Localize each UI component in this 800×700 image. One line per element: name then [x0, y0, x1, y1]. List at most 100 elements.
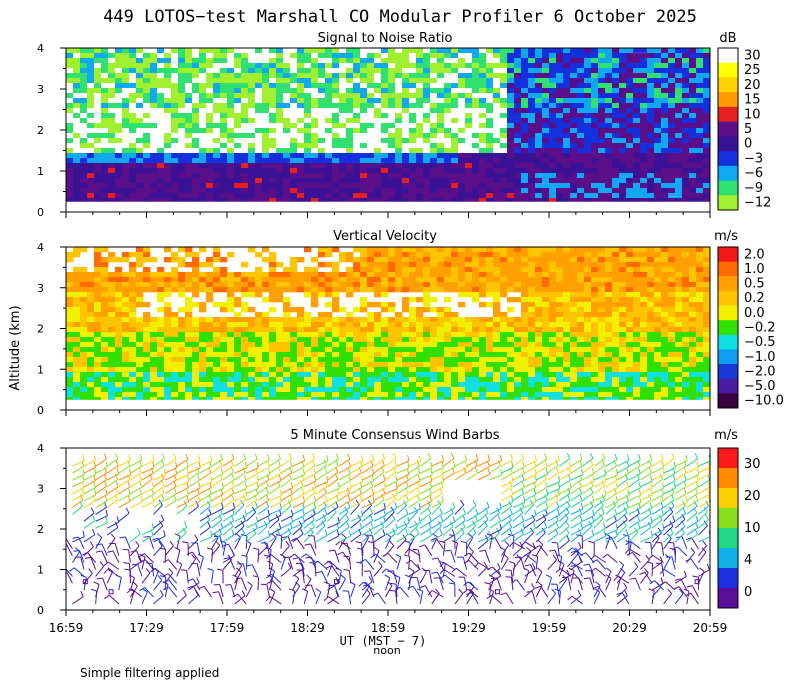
heatmap-cell	[269, 272, 277, 278]
heatmap-cell	[675, 73, 683, 79]
heatmap-cell	[549, 297, 557, 303]
heatmap-cell	[409, 173, 417, 179]
heatmap-cell	[276, 297, 284, 303]
heatmap-cell	[458, 83, 466, 89]
heatmap-cell	[542, 282, 550, 288]
heatmap-cell	[479, 183, 487, 189]
heatmap-cell	[73, 337, 81, 343]
heatmap-cell	[108, 312, 116, 318]
heatmap-cell	[80, 357, 88, 363]
heatmap-cell	[346, 58, 354, 64]
heatmap-cell	[206, 178, 214, 184]
heatmap-cell	[325, 397, 333, 403]
heatmap-cell	[703, 73, 710, 79]
heatmap-cell	[675, 68, 683, 74]
heatmap-cell	[171, 133, 179, 139]
heatmap-cell	[150, 342, 158, 348]
heatmap-cell	[73, 153, 81, 159]
heatmap-cell	[437, 282, 445, 288]
heatmap-cell	[584, 272, 592, 278]
heatmap-cell	[185, 98, 193, 104]
heatmap-cell	[535, 392, 543, 398]
heatmap-cell	[528, 178, 536, 184]
heatmap-cell	[150, 362, 158, 368]
heatmap-cell	[395, 158, 403, 164]
heatmap-cell	[703, 123, 710, 129]
heatmap-cell	[143, 108, 151, 114]
heatmap-cell	[136, 128, 144, 134]
heatmap-cell	[332, 98, 340, 104]
heatmap-cell	[101, 397, 109, 403]
heatmap-cell	[234, 188, 242, 194]
heatmap-cell	[101, 133, 109, 139]
heatmap-cell	[143, 347, 151, 353]
heatmap-cell	[192, 392, 200, 398]
heatmap-cell	[500, 317, 508, 323]
heatmap-cell	[591, 63, 599, 69]
heatmap-cell	[367, 53, 375, 59]
heatmap-cell	[346, 377, 354, 383]
heatmap-cell	[115, 73, 123, 79]
heatmap-cell	[262, 188, 270, 194]
heatmap-cell	[437, 377, 445, 383]
heatmap-cell	[255, 332, 263, 338]
heatmap-cell	[570, 78, 578, 84]
heatmap-cell	[353, 113, 361, 119]
heatmap-cell	[129, 98, 137, 104]
heatmap-cell	[101, 118, 109, 124]
snr-x-ticks	[65, 212, 711, 218]
heatmap-cell	[185, 108, 193, 114]
heatmap-cell	[213, 302, 221, 308]
heatmap-cell	[360, 327, 368, 333]
heatmap-cell	[171, 347, 179, 353]
heatmap-cell	[626, 63, 634, 69]
heatmap-cell	[598, 78, 606, 84]
heatmap-cell	[409, 128, 417, 134]
heatmap-cell	[479, 322, 487, 328]
heatmap-cell	[486, 188, 494, 194]
heatmap-cell	[556, 143, 564, 149]
heatmap-cell	[290, 352, 298, 358]
heatmap-cell	[430, 103, 438, 109]
heatmap-cell	[542, 133, 550, 139]
heatmap-cell	[549, 108, 557, 114]
heatmap-cell	[255, 287, 263, 293]
heatmap-cell	[94, 48, 102, 54]
heatmap-cell	[136, 352, 144, 358]
heatmap-cell	[430, 73, 438, 79]
heatmap-cell	[87, 98, 95, 104]
heatmap-cell	[374, 103, 382, 109]
heatmap-cell	[493, 387, 501, 393]
heatmap-cell	[66, 272, 74, 278]
heatmap-cell	[577, 118, 585, 124]
heatmap-cell	[73, 272, 81, 278]
heatmap-cell	[437, 143, 445, 149]
heatmap-cell	[661, 128, 669, 134]
heatmap-cell	[514, 367, 522, 373]
heatmap-cell	[311, 113, 319, 119]
heatmap-cell	[115, 198, 123, 204]
heatmap-cell	[94, 392, 102, 398]
heatmap-cell	[325, 347, 333, 353]
heatmap-cell	[563, 193, 571, 199]
heatmap-cell	[353, 123, 361, 129]
heatmap-cell	[66, 302, 74, 308]
heatmap-cell	[626, 138, 634, 144]
heatmap-cell	[248, 98, 256, 104]
heatmap-cell	[388, 327, 396, 333]
heatmap-cell	[598, 63, 606, 69]
heatmap-cell	[94, 123, 102, 129]
heatmap-cell	[381, 347, 389, 353]
heatmap-cell	[318, 392, 326, 398]
heatmap-cell	[339, 342, 347, 348]
heatmap-cell	[94, 387, 102, 393]
heatmap-cell	[220, 193, 228, 199]
heatmap-cell	[220, 332, 228, 338]
heatmap-cell	[353, 108, 361, 114]
heatmap-cell	[591, 173, 599, 179]
heatmap-cell	[108, 392, 116, 398]
heatmap-cell	[360, 128, 368, 134]
heatmap-cell	[514, 277, 522, 283]
heatmap-cell	[73, 302, 81, 308]
heatmap-cell	[234, 133, 242, 139]
